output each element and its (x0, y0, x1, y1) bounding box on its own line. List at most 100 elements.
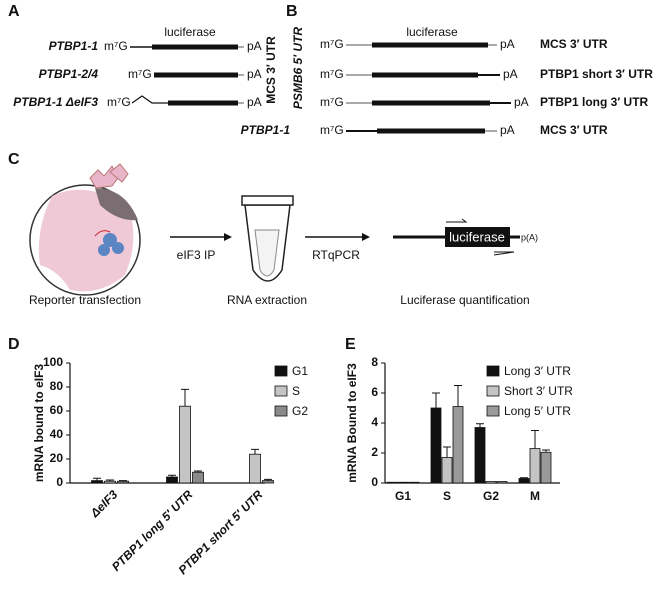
panel-label: B (286, 3, 298, 20)
bar (441, 457, 453, 484)
transcript-diagram (393, 218, 520, 256)
legend-label: G2 (292, 404, 308, 418)
construct-name: PTBP1-1 ΔeIF3 (13, 95, 98, 109)
y-axis-label: mRNA bound to eIF3 (32, 364, 46, 483)
bar (496, 481, 508, 484)
y-tick-label: 0 (56, 475, 63, 489)
bar (529, 448, 541, 484)
insert-label: luciferase (406, 25, 458, 39)
error-bar (106, 479, 114, 482)
x-tick-label: G2 (483, 489, 499, 503)
y-tick-label: 80 (50, 379, 64, 393)
y-tick-label: 2 (371, 445, 378, 459)
bar (192, 471, 204, 484)
bar (249, 453, 261, 484)
cell-illustration (29, 163, 141, 296)
y-axis-label: mRNA Bound to eIF3 (345, 363, 359, 483)
cap-label: m⁷G (107, 95, 131, 109)
bar (452, 406, 464, 484)
arrow-label: RTqPCR (312, 248, 360, 262)
construct-name: PTBP1-2/4 (39, 67, 99, 81)
bar (166, 476, 178, 484)
utr-label: MCS 3′ UTR (540, 37, 608, 51)
legend-label: G1 (292, 364, 308, 378)
y-tick-label: 60 (50, 403, 64, 417)
cap-label: m⁷G (320, 37, 344, 51)
bar (262, 480, 274, 484)
bar (179, 405, 191, 484)
error-bar (264, 478, 272, 481)
error-bar (443, 446, 451, 458)
error-bar (542, 449, 550, 453)
bar (386, 481, 398, 484)
legend-swatch (486, 405, 500, 417)
legend-label: Long 3′ UTR (504, 364, 571, 378)
error-bar (93, 477, 101, 481)
insert-label: luciferase (449, 229, 505, 244)
tail-label: pA (503, 67, 518, 81)
tail-label: pA (500, 123, 515, 137)
error-bar (194, 470, 202, 473)
error-bar (432, 392, 440, 408)
y-tick-label: 4 (371, 415, 378, 429)
error-bar (251, 448, 259, 455)
bar (485, 481, 497, 484)
panel-label: A (8, 3, 20, 20)
y-tick-label: 0 (371, 475, 378, 489)
error-bar (531, 430, 539, 449)
step-label: Reporter transfection (29, 293, 141, 307)
tail-label: pA (514, 95, 529, 109)
bar (408, 481, 420, 484)
error-bar (454, 385, 462, 407)
side-label: PSMB6 5′ UTR (291, 27, 305, 110)
insert-label: luciferase (164, 25, 216, 39)
error-bar (520, 477, 528, 479)
step-label: Luciferase quantification (400, 293, 529, 307)
utr-label: PTBP1 short 3′ UTR (540, 67, 653, 81)
construct-name: PTBP1-1 (241, 123, 291, 137)
tube-illustration (241, 195, 294, 282)
cap-label: m⁷G (320, 67, 344, 81)
x-tick-label: S (443, 489, 451, 503)
panel-label: D (8, 336, 20, 353)
construct-name: PTBP1-1 (49, 39, 99, 53)
intron-caret (131, 95, 168, 104)
bar (91, 480, 103, 484)
error-bar (181, 388, 189, 407)
legend-swatch (274, 385, 288, 397)
x-tick-label: ΔeIF3 (87, 487, 121, 521)
tail-label: pA (247, 95, 262, 109)
legend-swatch (274, 405, 288, 417)
cap-label: m⁷G (104, 39, 128, 53)
error-bar (119, 480, 127, 482)
x-tick-label: M (530, 489, 540, 503)
tail-label: p(A) (521, 232, 538, 242)
step-label: RNA extraction (227, 293, 307, 307)
utr-label: PTBP1 long 3′ UTR (540, 95, 649, 109)
utr-label: MCS 3′ UTR (540, 123, 608, 137)
bar (518, 478, 530, 484)
y-tick-label: 40 (50, 427, 64, 441)
legend-label: Short 3′ UTR (504, 384, 573, 398)
bar (397, 481, 409, 484)
legend-swatch (486, 385, 500, 397)
legend-label: S (292, 384, 300, 398)
cap-label: m⁷G (320, 123, 344, 137)
arrow (305, 233, 370, 241)
y-tick-label: 6 (371, 385, 378, 399)
arrow-label: eIF3 IP (177, 248, 216, 262)
panel-label: C (8, 151, 20, 168)
cap-label: m⁷G (320, 95, 344, 109)
tail-label: pA (247, 39, 262, 53)
panel-label: E (345, 336, 356, 353)
y-tick-label: 20 (50, 451, 64, 465)
x-tick-label: G1 (395, 489, 411, 503)
bar (117, 480, 129, 484)
bar (430, 407, 442, 484)
side-label: MCS 3′ UTR (264, 36, 278, 104)
arrow (170, 233, 232, 241)
error-bar (476, 423, 484, 428)
bar (474, 427, 486, 484)
error-bar (168, 474, 176, 477)
